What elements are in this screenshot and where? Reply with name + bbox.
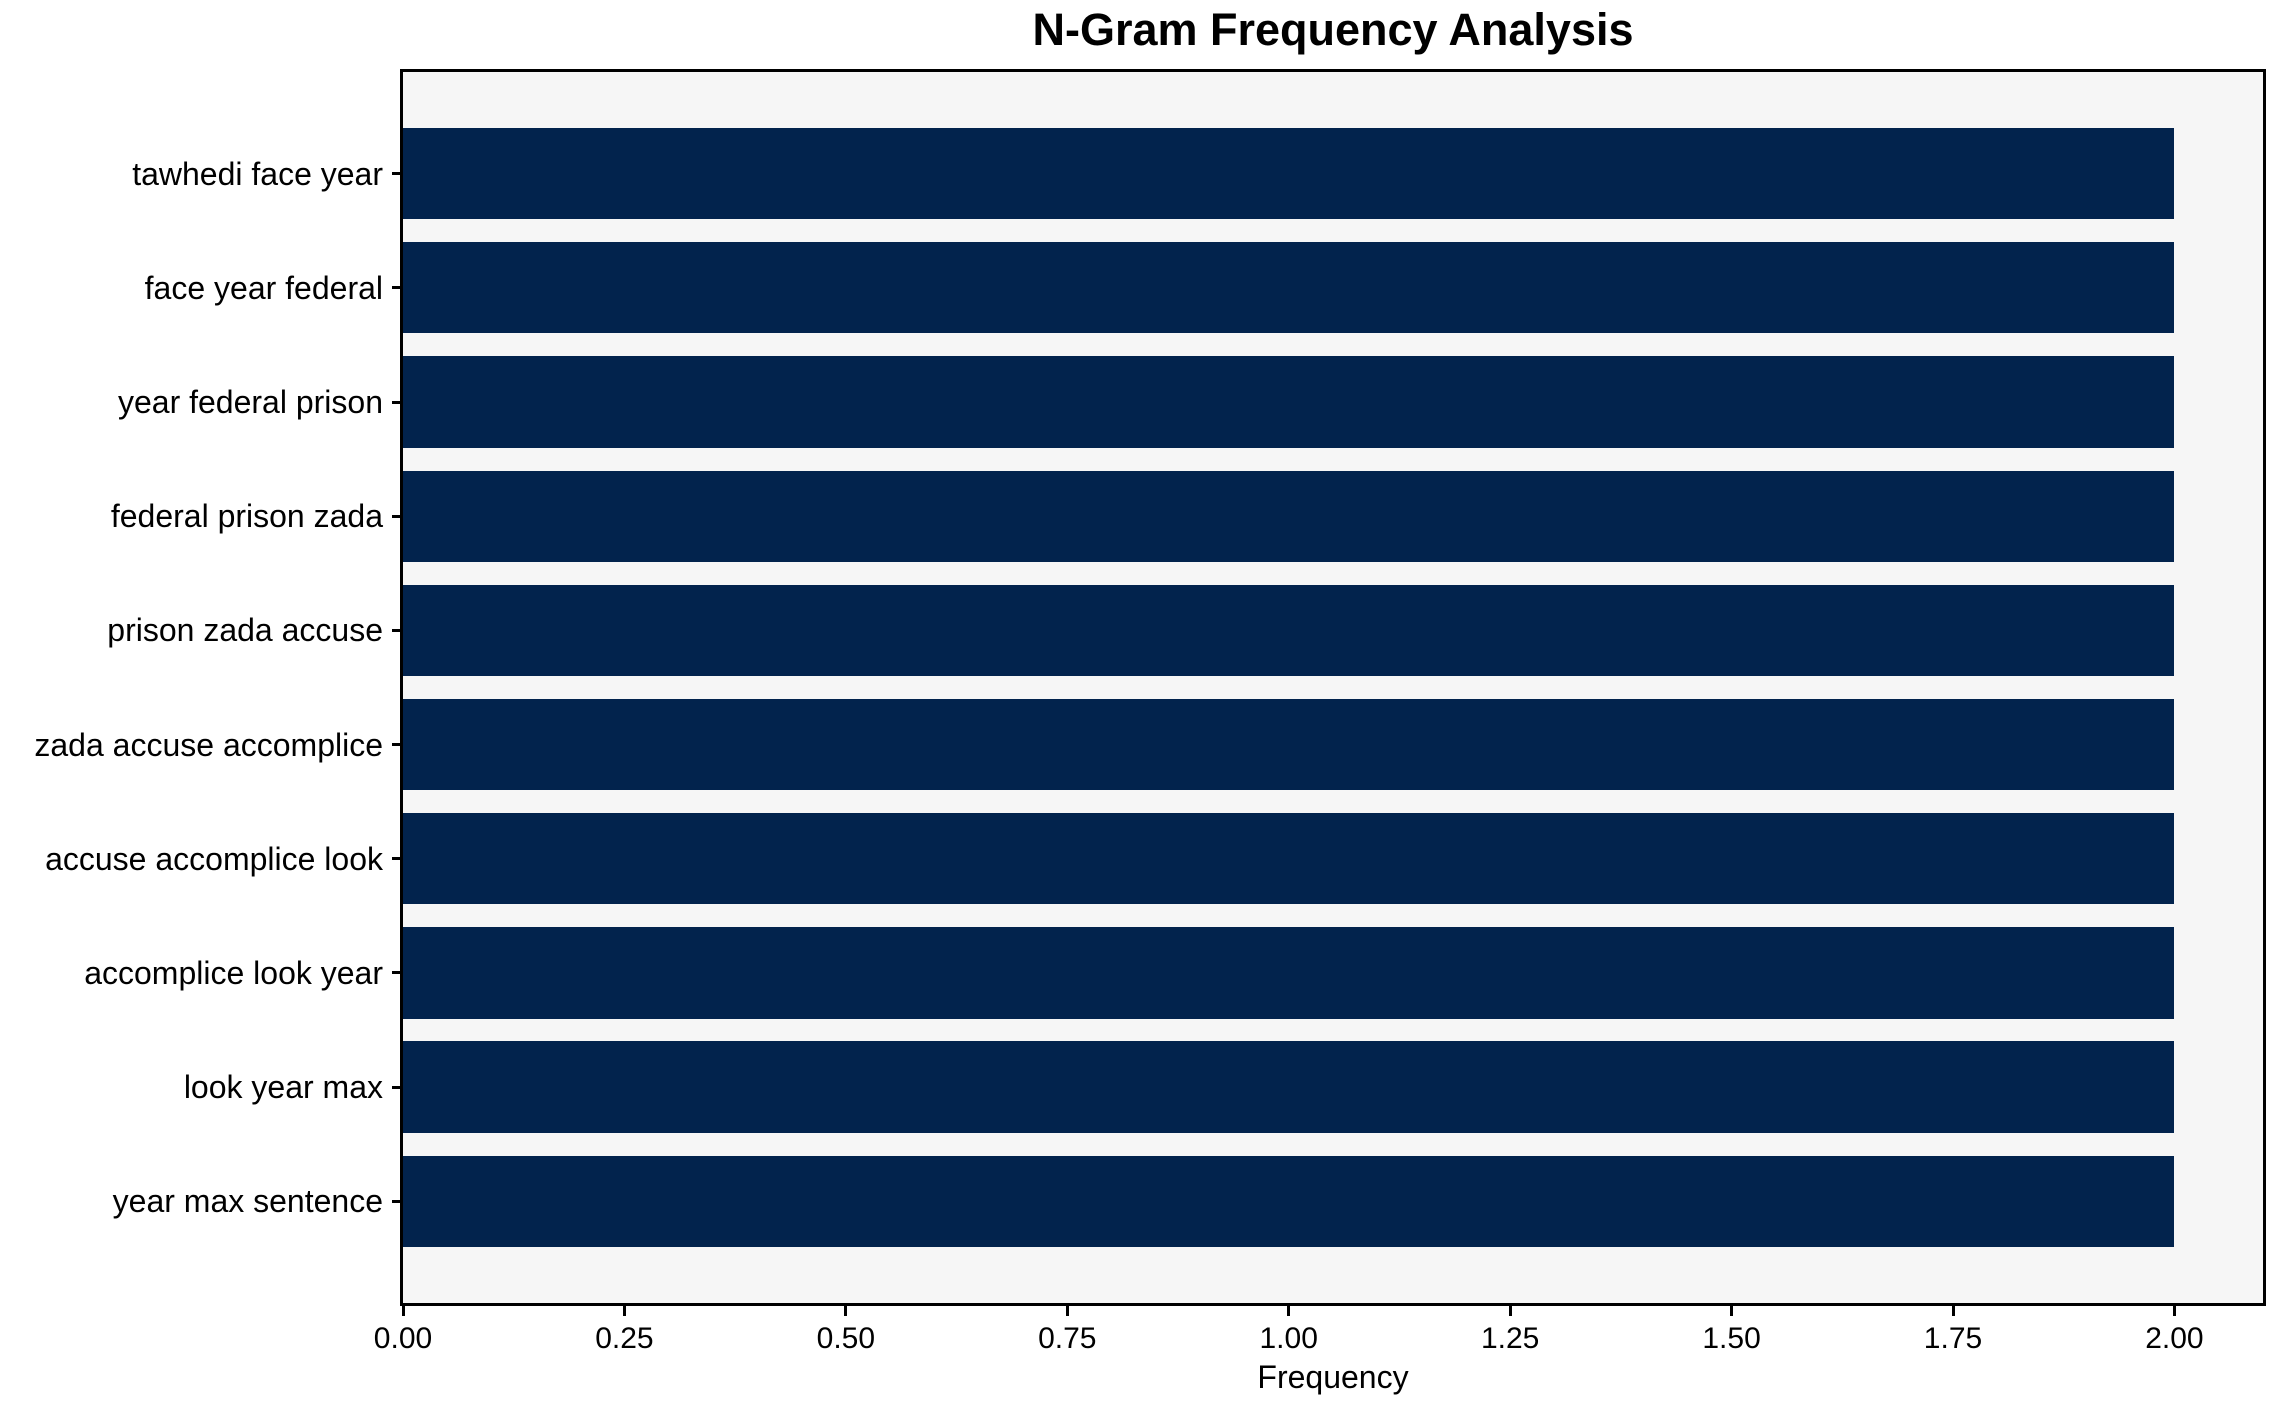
bar <box>403 698 2175 791</box>
y-tick-label: prison zada accuse <box>107 612 383 649</box>
x-tick-mark <box>2172 1305 2176 1316</box>
y-tick-label: federal prison zada <box>110 498 383 535</box>
bar <box>403 242 2175 334</box>
bar <box>403 356 2175 448</box>
y-tick-mark <box>392 172 403 176</box>
y-tick-mark <box>392 743 403 747</box>
x-tick-mark <box>844 1305 848 1316</box>
y-tick-mark <box>392 1085 403 1089</box>
bar <box>403 470 2175 562</box>
y-tick-mark <box>392 1199 403 1203</box>
y-tick-label: tawhedi face year <box>132 155 383 192</box>
x-tick-label: 0.75 <box>1038 1322 1097 1355</box>
plot-area <box>400 69 2266 1306</box>
x-tick-mark <box>1065 1305 1069 1316</box>
y-tick-label: zada accuse accomplice <box>34 726 383 763</box>
chart-title: N-Gram Frequency Analysis <box>1032 4 1634 55</box>
x-tick-label: 0.00 <box>373 1322 433 1355</box>
y-tick-mark <box>392 514 403 518</box>
y-tick-mark <box>392 857 403 861</box>
x-tick-mark <box>1951 1305 1955 1316</box>
x-tick-mark <box>1508 1305 1512 1316</box>
y-tick-label: year max sentence <box>112 1183 383 1220</box>
y-tick-label: accomplice look year <box>84 954 383 991</box>
x-tick-mark <box>1287 1305 1291 1316</box>
x-tick-label: 1.25 <box>1480 1322 1540 1355</box>
y-tick-label: year federal prison <box>117 384 383 421</box>
y-tick-mark <box>392 971 403 975</box>
x-tick-mark <box>1730 1305 1734 1316</box>
y-tick-mark <box>392 628 403 632</box>
x-tick-label: 1.50 <box>1702 1322 1761 1355</box>
y-tick-mark <box>392 400 403 404</box>
y-tick-label: face year federal <box>144 269 383 306</box>
bar <box>403 584 2175 677</box>
x-tick-label: 0.50 <box>816 1322 876 1355</box>
bar <box>403 813 2175 905</box>
bar <box>403 927 2175 1019</box>
y-tick-label: look year max <box>183 1069 383 1106</box>
x-tick-mark <box>401 1305 405 1316</box>
x-tick-label: 0.25 <box>595 1322 654 1355</box>
bar <box>403 1041 2175 1133</box>
x-tick-label: 1.75 <box>1923 1322 1983 1355</box>
x-axis-label: Frequency <box>1257 1359 1409 1395</box>
bar <box>403 127 2175 220</box>
y-tick-label: accuse accomplice look <box>45 840 383 877</box>
x-tick-label: 2.00 <box>2145 1322 2204 1355</box>
x-tick-label: 1.00 <box>1259 1322 1318 1355</box>
x-tick-mark <box>622 1305 626 1316</box>
bar <box>403 1155 2175 1248</box>
y-tick-mark <box>392 286 403 290</box>
